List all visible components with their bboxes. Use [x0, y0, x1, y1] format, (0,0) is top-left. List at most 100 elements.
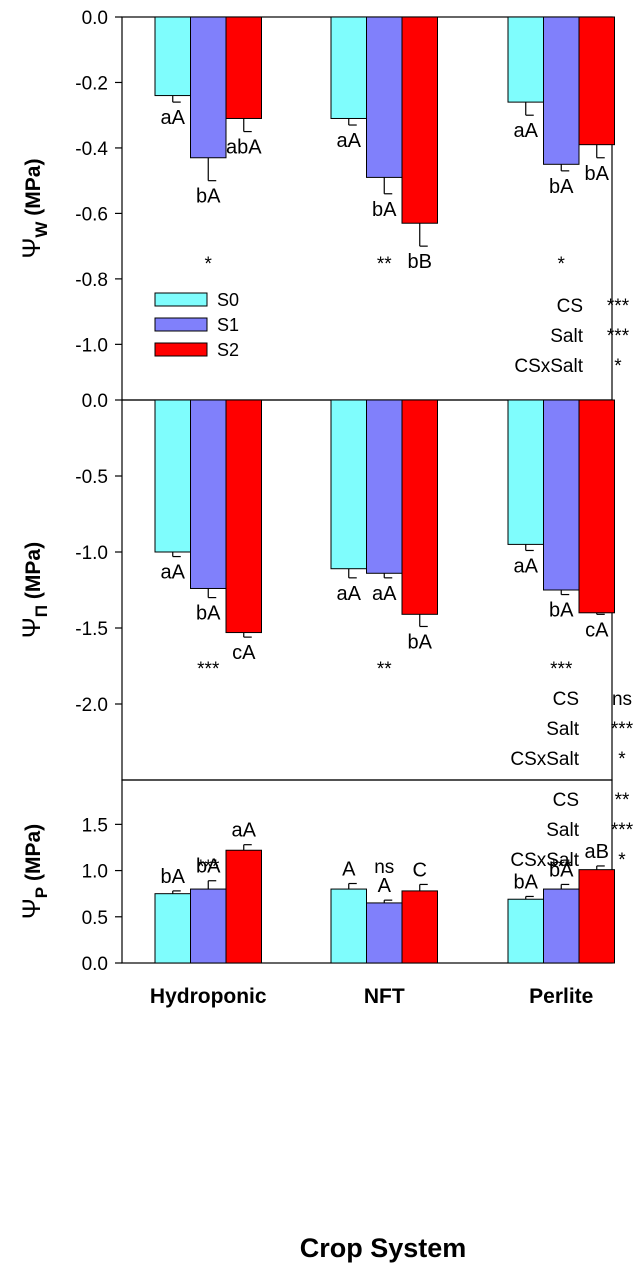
- bar-label: C: [413, 859, 427, 881]
- bar-psi-p-S1-perlite: [543, 888, 580, 964]
- bar-psi-w-S2-hydroponic: [225, 16, 262, 119]
- y-tick-label: -0.4: [75, 139, 108, 160]
- bar-psi-p-S0-hydroponic: [154, 893, 191, 964]
- category-label-nft: NFT: [364, 985, 405, 1008]
- bar-label: aA: [514, 555, 539, 577]
- bar-label: abA: [226, 137, 262, 159]
- y-tick-label: -0.5: [75, 467, 108, 488]
- bar-psi-w-S2-nft: [401, 16, 438, 224]
- stat-name: CS: [557, 296, 583, 317]
- stat-value: *: [614, 356, 622, 377]
- bar-label: bA: [585, 163, 610, 185]
- bar-label: bA: [514, 871, 539, 893]
- bar-label: A: [342, 859, 356, 881]
- category-label-hydroponic: Hydroponic: [150, 985, 267, 1008]
- stat-value: **: [615, 790, 630, 811]
- bar-psi-w-S0-hydroponic: [154, 16, 191, 97]
- significance-label: **: [377, 659, 392, 680]
- y-tick-label: -2.0: [75, 695, 108, 716]
- stat-value: ***: [607, 326, 630, 347]
- significance-label: ns: [374, 857, 394, 878]
- significance-label: *: [558, 254, 566, 275]
- significance-label: ***: [550, 659, 573, 680]
- bar-psi-p-S0-nft: [330, 888, 367, 964]
- bar-psi-pi-S0-nft: [330, 399, 367, 570]
- bar-label: A: [378, 875, 392, 897]
- bar-label: aA: [161, 562, 186, 584]
- bar-psi-p-S0-perlite: [507, 898, 544, 964]
- bar-label: aA: [337, 583, 362, 605]
- y-axis-title: ΨP (MPa): [18, 824, 51, 919]
- panel-psi-pi: 0.0 -0.5 -1.0 -1.5 -2.0 ΨΠ (MPa) aA aA aA bA aA bA c…: [18, 391, 634, 781]
- stat-value: ***: [607, 296, 630, 317]
- stat-value: ns: [612, 689, 632, 710]
- y-tick-label: 0.0: [82, 8, 108, 29]
- significance-label: ***: [197, 857, 220, 878]
- significance-label: ***: [197, 659, 220, 680]
- bar-label: bA: [549, 859, 574, 881]
- y-tick-label: 1.5: [82, 815, 108, 836]
- stat-name: CS: [553, 689, 579, 710]
- bar-psi-pi-S2-perlite: [578, 399, 615, 614]
- bar-label: bA: [549, 176, 574, 198]
- stat-value: *: [618, 749, 626, 770]
- bar-psi-pi-S1-nft: [366, 399, 403, 574]
- legend-label-s2: S2: [217, 340, 239, 360]
- stat-value: *: [618, 850, 626, 871]
- bar-psi-pi-S0-perlite: [507, 399, 544, 545]
- bar-label: bB: [408, 251, 432, 273]
- bar-label: bA: [196, 603, 221, 625]
- bar-psi-w-S1-perlite: [543, 16, 580, 165]
- bar-label: aA: [372, 583, 397, 605]
- bar-psi-p-S1-hydroponic: [190, 888, 227, 964]
- y-axis-title: ΨW (MPa): [18, 159, 51, 259]
- bar-psi-p-S2-hydroponic: [225, 849, 262, 964]
- bar-label: aA: [232, 820, 257, 842]
- y-tick-label: -1.5: [75, 619, 108, 640]
- y-tick-label: -1.0: [75, 335, 108, 356]
- bar-psi-p-S2-nft: [401, 890, 438, 964]
- bar-psi-w-S0-nft: [330, 16, 367, 119]
- legend-label-s0: S0: [217, 290, 239, 310]
- bar-label: aA: [337, 130, 362, 152]
- y-tick-label: -0.6: [75, 204, 108, 225]
- significance-label: **: [377, 254, 392, 275]
- x-axis-title: Crop System: [300, 1233, 467, 1263]
- stat-value: ***: [611, 719, 634, 740]
- y-tick-label: 0.5: [82, 908, 108, 929]
- y-tick-label: 1.0: [82, 862, 108, 883]
- bar-psi-p-S1-nft: [366, 902, 403, 964]
- legend-swatch-s0: [154, 292, 208, 307]
- stat-name: CSxSalt: [514, 356, 583, 377]
- bar-psi-pi-S2-hydroponic: [225, 399, 262, 634]
- stat-value: ***: [611, 820, 634, 841]
- legend-swatch-s2: [154, 342, 208, 357]
- bar-label: bA: [196, 186, 221, 208]
- bar-label: aA: [514, 120, 539, 142]
- significance-label: ***: [550, 857, 573, 878]
- bar-label: cA: [232, 642, 256, 664]
- bar-label: bA: [372, 199, 397, 221]
- stat-name: CSxSalt: [510, 749, 579, 770]
- stat-name: CSxSalt: [510, 850, 579, 871]
- bar-psi-pi-S0-hydroponic: [154, 399, 191, 553]
- bar-psi-pi-S2-nft: [401, 399, 438, 615]
- bar-psi-w-S1-nft: [366, 16, 403, 178]
- significance-label: *: [205, 254, 213, 275]
- bar-label: bA: [408, 631, 433, 653]
- panels: 0.0 -0.2 -0.4 -0.6 -0.8 -1.0 ΨW (MPa) aA aA aA bA b…: [18, 8, 634, 975]
- bar-label: aA: [161, 107, 186, 129]
- bar-psi-w-S2-perlite: [578, 16, 615, 146]
- y-axis-title: ΨΠ (MPa): [18, 542, 51, 638]
- y-tick-label: -1.0: [75, 543, 108, 564]
- category-label-perlite: Perlite: [529, 985, 593, 1008]
- bar-label: aB: [585, 841, 609, 863]
- legend: S0 S1 S2: [154, 290, 239, 360]
- bar-label: bA: [161, 866, 186, 888]
- y-tick-label: -0.2: [75, 73, 108, 94]
- bar-psi-p-S2-perlite: [578, 869, 615, 964]
- y-tick-label: 0.0: [82, 391, 108, 412]
- bar-psi-w-S0-perlite: [507, 16, 544, 103]
